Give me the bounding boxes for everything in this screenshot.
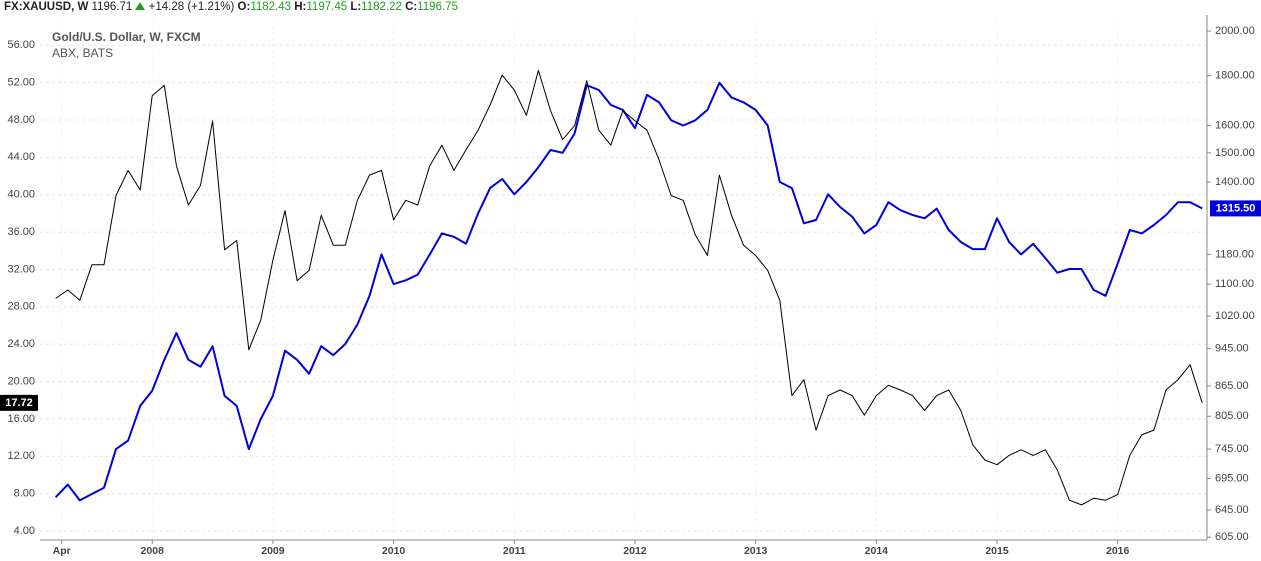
series-line: [55, 69, 1203, 506]
y-tick-label: 32.00: [7, 263, 35, 275]
price-change: +14.28 (+1.21%): [148, 1, 235, 13]
y-tick-label: 24.00: [7, 338, 35, 350]
symbol-header: FX:XAUUSD, W 1196.71 +14.28 (+1.21%) O:1…: [0, 0, 1261, 15]
x-tick-label: 2011: [503, 545, 526, 557]
high-label: H:: [294, 1, 307, 13]
y-tick-label: 36.00: [7, 226, 35, 238]
y2-tick-label: 1500.00: [1215, 147, 1255, 159]
series-line: [54, 81, 1203, 502]
y2-tick-label: 1180.00: [1215, 248, 1254, 260]
legend-entry: ABX, BATS: [52, 46, 113, 60]
x-tick-label: 2014: [865, 545, 889, 557]
current-value-badge: [0, 394, 38, 411]
open-label: O:: [237, 1, 251, 13]
up-arrow: [135, 2, 146, 10]
x-tick-label: 2016: [1106, 545, 1130, 557]
y2-tick-label: 605.00: [1215, 531, 1249, 543]
y-tick-label: 44.00: [7, 151, 35, 163]
high-value: 1197.45: [306, 1, 348, 13]
y2-tick-label: 945.00: [1215, 342, 1249, 354]
y-tick-label: 16.00: [7, 413, 35, 425]
legend-entry: Gold/U.S. Dollar, W, FXCM: [52, 30, 201, 44]
close-value: 1196.75: [417, 1, 458, 13]
y2-tick-label: 1020.00: [1215, 310, 1255, 322]
y-tick-label: 4.00: [14, 525, 35, 537]
open-value: 1182.43: [250, 1, 292, 13]
x-tick-label: 2010: [382, 545, 406, 557]
close-label: C:: [405, 1, 418, 13]
y2-tick-label: 1100.00: [1215, 278, 1254, 290]
low-label: L:: [350, 1, 362, 13]
current-value-label: 17.72: [5, 397, 33, 409]
y-tick-label: 56.00: [7, 39, 35, 51]
y2-tick-label: 645.00: [1215, 504, 1249, 516]
x-tick-label: 2009: [261, 545, 285, 557]
y-tick-label: 8.00: [14, 488, 35, 500]
current-value-badge: [1210, 200, 1261, 217]
y2-tick-label: 1400.00: [1215, 176, 1255, 188]
current-value-label: 1315.50: [1216, 202, 1256, 214]
y-tick-label: 40.00: [7, 189, 35, 201]
x-tick-label: Apr: [53, 545, 71, 557]
x-tick-label: 2013: [744, 545, 768, 557]
x-tick-label: 2012: [623, 545, 647, 557]
y2-tick-label: 695.00: [1215, 472, 1249, 484]
x-tick-label: 2008: [141, 545, 165, 557]
y2-tick-label: 865.00: [1215, 380, 1249, 392]
y-tick-label: 28.00: [7, 301, 35, 313]
y-tick-label: 52.00: [7, 77, 35, 89]
y2-tick-label: 1600.00: [1215, 119, 1255, 131]
y2-tick-label: 745.00: [1215, 443, 1249, 455]
x-tick-label: 2015: [985, 545, 1009, 557]
y-tick-label: 20.00: [7, 375, 35, 387]
last-price: 1196.71: [91, 1, 133, 13]
y2-tick-label: 1800.00: [1215, 70, 1255, 82]
y-tick-label: 12.00: [7, 450, 35, 462]
symbol: FX:XAUUSD, W: [4, 1, 89, 13]
y2-tick-label: 805.00: [1215, 410, 1249, 422]
low-value: 1182.22: [361, 1, 402, 13]
y-tick-label: 48.00: [7, 114, 35, 126]
y2-tick-label: 2000.00: [1215, 25, 1255, 37]
